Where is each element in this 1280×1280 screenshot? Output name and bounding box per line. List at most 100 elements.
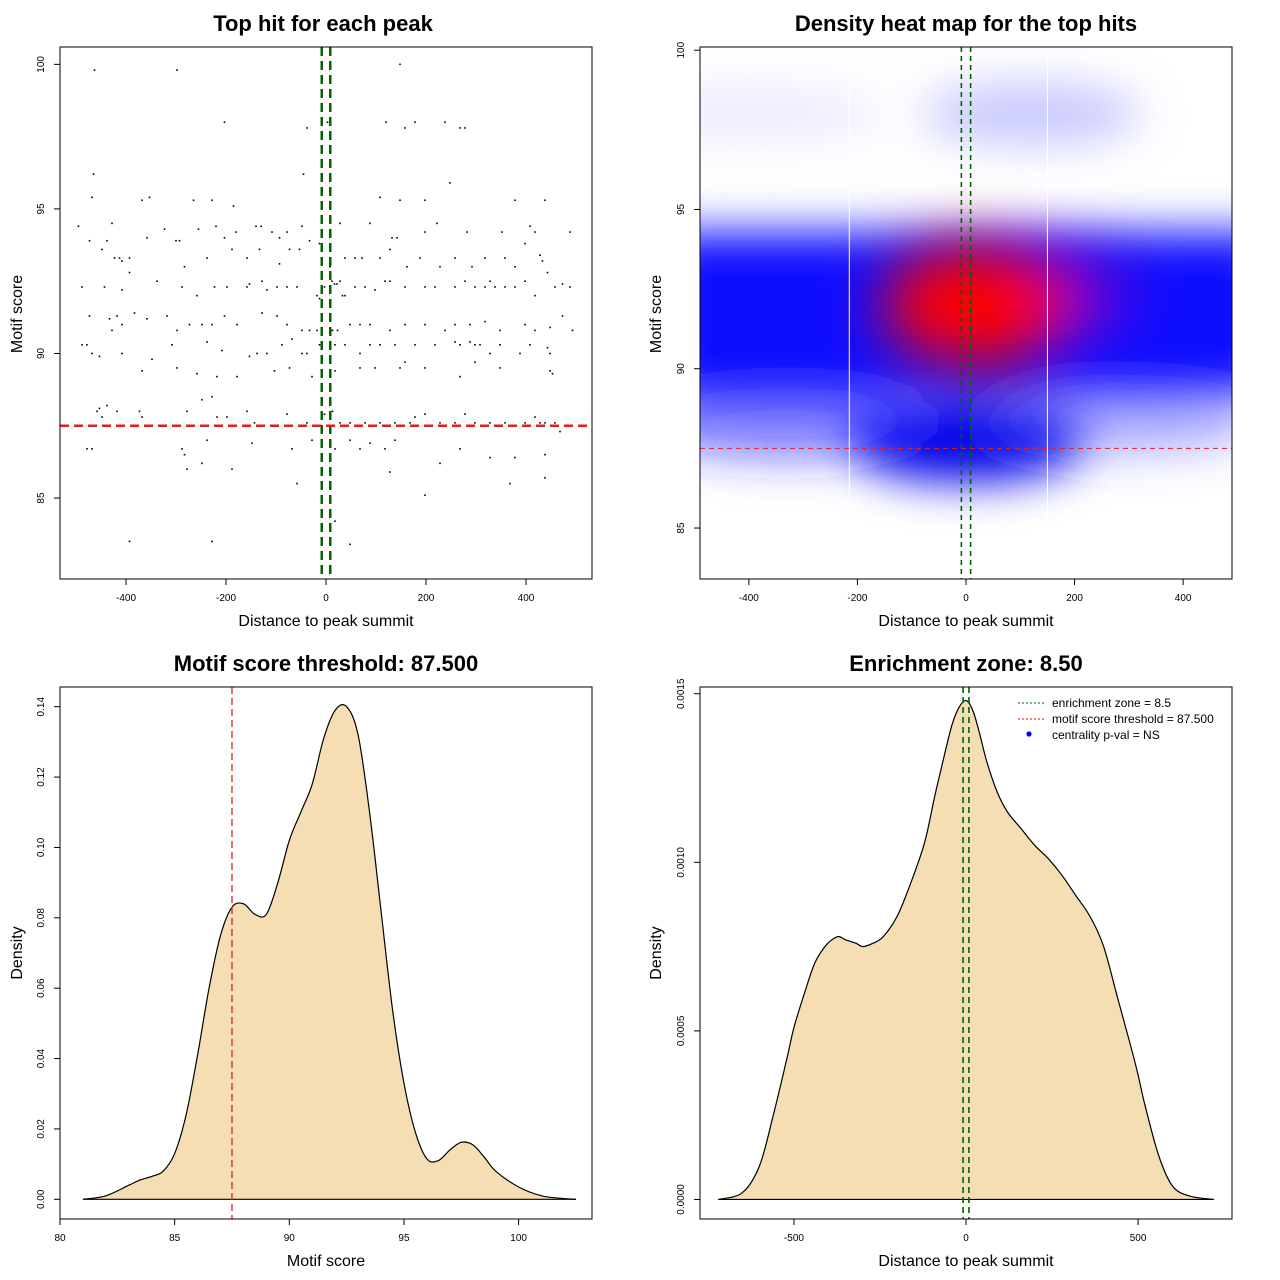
heatmap-y-tick-label: 90 [676,363,687,375]
scatter-point [489,422,491,424]
scatter-point [318,297,321,300]
scatter-point [469,341,471,343]
scatter-point [449,182,451,184]
heatmap-y-tick-label: 85 [676,522,687,534]
scatter-point [175,239,177,242]
scatter-point [549,352,551,355]
scatter-point [215,225,217,228]
scatter-point [339,222,341,225]
scatter-point [349,439,351,442]
scatter-point [374,289,376,291]
scatter-point [414,121,416,123]
heatmap-x-tick-label: -400 [739,593,759,604]
scatter-point [278,263,281,265]
scatter-point [514,265,516,268]
scatter-point [489,456,491,459]
scatter-point [474,286,476,288]
scatter-point [286,413,288,415]
scatter-point [341,294,344,297]
scatter-point [334,370,336,372]
heatmap-hot-center [931,275,1022,336]
scatter-point [509,482,511,485]
heatmap-axes: -400 -200 0 200 400 85 90 95 100 [676,41,1192,604]
scatter-point [399,63,401,66]
scatter-point [108,317,111,320]
scatter-point [424,231,426,233]
scatter-point [394,344,396,346]
scatter-point [128,257,131,259]
scatter-point [156,280,158,282]
scatter-point [226,286,228,288]
scatter-point [186,468,188,470]
scatter-point [454,257,456,259]
scatter-point [106,239,108,242]
scatter-point [92,173,95,176]
scatter-point [176,367,178,369]
legend-motif-threshold: motif score threshold = 87.500 [1052,712,1214,726]
scatter-point [331,280,333,282]
scatter-point [111,329,113,332]
heatmap-x-tick-label: 400 [1175,593,1192,604]
heatmap-y-label: Motif score [648,275,665,353]
score-density-frame [59,686,593,1220]
scatter-point [101,416,103,418]
scatter-point [379,422,381,424]
scatter-y-label: Motif score [9,275,26,353]
scatter-title: Top hit for each peak [213,11,433,36]
scatter-point [541,260,544,262]
scatter-point [311,375,313,378]
scatter-point [384,448,386,450]
heatmap-right-lobe [978,392,1232,453]
scatter-point [459,375,461,378]
scatter-point [213,286,216,288]
scatter-point [93,69,96,71]
scatter-point [349,422,351,424]
scatter-point [364,286,366,288]
scatter-point [394,439,396,442]
scatter-point [391,237,393,239]
scatter-point [246,257,248,259]
scatter-point [454,286,456,288]
scatter-x-tick-label: 0 [323,593,329,604]
scatter-point [318,242,321,245]
scatter-point [311,439,313,442]
scatter-x-tick-label: -400 [116,593,136,604]
score-density-y-tick-label: 0.12 [36,767,47,787]
scatter-point [404,127,406,129]
scatter-point [534,416,536,418]
heatmap-top-spot [921,81,1142,146]
score-density-y-tick-label: 0.08 [36,908,47,928]
scatter-point [186,410,188,413]
scatter-point [534,329,536,332]
scatter-point [211,540,213,543]
scatter-point [364,422,366,424]
scatter-point [266,289,268,291]
heatmap-x-tick-label: 200 [1066,593,1083,604]
scatter-point [546,346,549,349]
scatter-point [296,286,298,288]
scatter-point [98,355,101,358]
scatter-point [544,453,546,456]
scatter-point [261,280,263,282]
scatter-point [409,422,411,424]
scatter-point [281,344,283,346]
scatter-point [211,199,213,202]
scatter-point [176,329,178,332]
scatter-point [389,280,391,282]
scatter-point [298,248,301,251]
scatter-point [206,341,208,343]
scatter-point [316,329,318,332]
scatter-point [291,448,293,450]
scatter-point [211,396,213,398]
distance-density-panel: Enrichment zone: 8.50 Distance to peak s… [648,651,1233,1270]
distance-density-area [718,700,1214,1200]
scatter-point [201,462,203,465]
scatter-point [474,344,476,346]
scatter-point [334,344,336,346]
score-density-curve [82,704,576,1200]
scatter-point [344,344,346,346]
scatter-point [334,448,336,450]
scatter-point [404,323,406,326]
scatter-point [464,413,466,415]
scatter-point [96,410,98,413]
